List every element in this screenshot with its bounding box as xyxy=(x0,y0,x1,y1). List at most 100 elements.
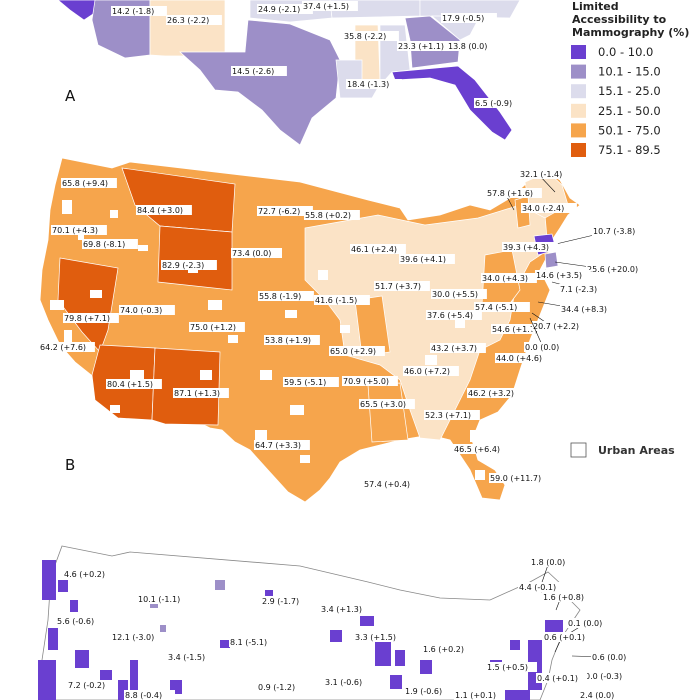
map-label-background xyxy=(189,322,245,332)
map-label-background xyxy=(374,281,430,291)
panel-a-map: A 14.2 (-1.8) 26.3 (-2.2) 24.9 (-2.1) 37.4 … xyxy=(57,0,525,146)
state-value-label: 34.0 (-2.4) xyxy=(522,204,564,213)
state-value-label: 82.9 (-2.3) xyxy=(162,261,204,270)
legend-swatch xyxy=(571,143,586,157)
panel-c-map: 4.6 (+0.2) 10.1 (-1.1) 2.9 (-1.7) 3.4 (+1.3… xyxy=(38,545,638,700)
map-label-background xyxy=(579,690,626,700)
map-label-background xyxy=(261,596,312,606)
map-label-background xyxy=(67,680,118,690)
state-value-label: 14.6 (+3.5) xyxy=(536,271,582,280)
map-label-background xyxy=(481,273,537,283)
map-label-background xyxy=(254,440,310,450)
map-label-background xyxy=(441,13,497,23)
state-value-label: 1.6 (+0.8) xyxy=(543,593,584,602)
state-value-label: 23.3 (+1.1) xyxy=(398,42,444,51)
map-label-background xyxy=(173,388,229,398)
state-value-label: 65.0 (+2.9) xyxy=(330,347,376,356)
map-label-background xyxy=(453,444,509,454)
map-label-background xyxy=(320,604,371,614)
state-value-label: 55.8 (-1.9) xyxy=(259,292,301,301)
state-value-label: 8.8 (-0.4) xyxy=(125,691,162,700)
map-label-background xyxy=(63,313,119,323)
map-label-background xyxy=(422,644,473,654)
state-value-label: 73.4 (0.0) xyxy=(232,249,271,258)
state-value-label: 70.9 (+5.0) xyxy=(343,377,389,386)
map-label-background xyxy=(359,399,415,409)
state-value-label: 64.2 (+7.6) xyxy=(40,343,86,352)
map-label-background xyxy=(304,210,360,220)
map-label-background xyxy=(124,690,175,700)
map-label-background xyxy=(264,335,320,345)
legend-swatch xyxy=(571,84,586,99)
map-label-background xyxy=(231,66,287,76)
state-value-label: 7.1 (-2.3) xyxy=(560,285,597,294)
state-value-label: 44.0 (+4.6) xyxy=(496,354,542,363)
map-label-background xyxy=(447,41,498,51)
map-label-background xyxy=(404,686,455,696)
state-value-label: 46.2 (+3.2) xyxy=(468,389,514,398)
map-label-background xyxy=(111,632,167,642)
legend-title-line: Accessibility to xyxy=(572,13,667,26)
panel-b-letter: B xyxy=(65,456,75,474)
state-value-label: 54.6 (+1.7) xyxy=(492,325,538,334)
map-label-background xyxy=(63,569,114,579)
state-value-label: 39.6 (+4.1) xyxy=(400,255,446,264)
map-label-background xyxy=(502,242,558,252)
state-value-label: 0.0 (0.0) xyxy=(525,343,559,352)
state-value-label: 4.4 (-0.1) xyxy=(519,583,556,592)
state-value-label: 0.6 (+0.1) xyxy=(544,633,585,642)
panel-a-letter: A xyxy=(65,87,76,105)
state-value-label: 2.9 (-1.7) xyxy=(262,597,299,606)
state-value-label: 79.8 (+7.1) xyxy=(64,314,110,323)
map-label-background xyxy=(257,4,313,14)
panel-b-state-nm xyxy=(151,347,221,426)
legend-swatch xyxy=(571,64,586,79)
map-label-background xyxy=(314,295,370,305)
state-value-label: 46.1 (+2.4) xyxy=(351,245,397,254)
map-label-background xyxy=(403,366,459,376)
state-value-label: 14.5 (-2.6) xyxy=(232,67,274,76)
state-value-label: 70.1 (+4.3) xyxy=(52,226,98,235)
state-value-label: 80.4 (+1.5) xyxy=(107,380,153,389)
state-value-label: 3.4 (+1.3) xyxy=(321,605,362,614)
legend-class-label: 25.1 - 50.0 xyxy=(598,104,661,118)
state-value-label: 69.8 (-8.1) xyxy=(83,240,125,249)
state-value-label: 25.6 (+20.0) xyxy=(587,265,638,274)
map-label-background xyxy=(535,270,591,280)
panel-a-state-shape xyxy=(179,19,341,146)
state-value-label: 0.0 (-0.3) xyxy=(585,672,622,681)
state-value-label: 87.1 (+1.3) xyxy=(174,389,220,398)
map-label-background xyxy=(532,321,588,331)
state-value-label: 65.8 (+9.4) xyxy=(62,179,108,188)
state-value-label: 3.4 (-1.5) xyxy=(168,653,205,662)
state-value-label: 41.6 (-1.5) xyxy=(315,296,357,305)
legend-urban-swatch xyxy=(570,442,587,458)
map-label-background xyxy=(454,690,505,700)
state-value-label: 6.5 (-0.9) xyxy=(475,99,512,108)
map-label-background xyxy=(524,342,571,352)
panel-b-state-ct xyxy=(544,251,559,269)
state-value-label: 24.9 (-2.1) xyxy=(258,5,300,14)
state-value-label: 34.4 (+8.3) xyxy=(561,305,607,314)
map-label-background xyxy=(489,473,550,483)
state-value-label: 13.8 (0.0) xyxy=(448,42,487,51)
legend-title-line: Mammography (%) xyxy=(572,26,689,39)
state-value-label: 10.7 (-3.8) xyxy=(593,227,635,236)
map-label-background xyxy=(283,377,339,387)
state-value-label: 32.1 (-1.4) xyxy=(520,170,562,179)
map-label-background xyxy=(111,6,167,16)
panel-a-state-shape xyxy=(57,0,101,21)
state-value-label: 43.2 (+3.7) xyxy=(431,344,477,353)
legend-class-label: 15.1 - 25.0 xyxy=(598,84,661,98)
map-label-background xyxy=(591,652,638,662)
map-label-background xyxy=(491,324,547,334)
state-value-label: 55.8 (+0.2) xyxy=(305,211,351,220)
state-value-label: 72.7 (-6.2) xyxy=(258,207,300,216)
map-label-background xyxy=(137,594,193,604)
legend: Limited Accessibility to Mammography (%)… xyxy=(570,0,689,458)
state-value-label: 3.3 (+1.5) xyxy=(355,633,396,642)
legend-title-line: Limited xyxy=(572,0,619,13)
map-label-background xyxy=(521,203,577,213)
map-label-background xyxy=(430,343,486,353)
